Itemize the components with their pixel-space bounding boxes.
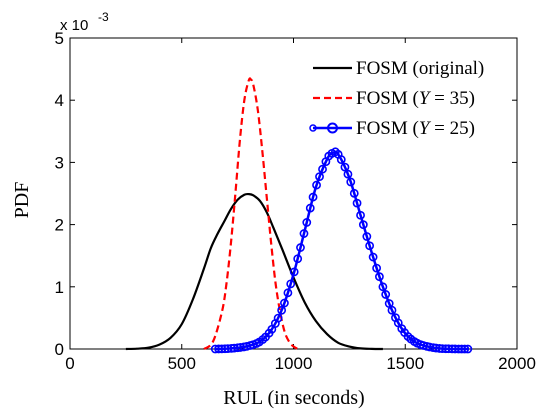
series-marker <box>340 162 350 172</box>
x-tick-label: 500 <box>168 354 196 373</box>
series-marker <box>273 313 283 323</box>
x-axis-label: RUL (in seconds) <box>223 387 364 409</box>
series-marker <box>236 343 245 352</box>
series-2 <box>210 147 473 354</box>
series-marker <box>283 288 293 298</box>
series-marker <box>356 210 365 220</box>
y-multiplier-base: x 10 <box>60 17 88 34</box>
series-marker <box>437 344 447 354</box>
series-marker <box>365 241 375 251</box>
series-marker <box>308 192 318 202</box>
x-tick-label: 1500 <box>386 354 424 373</box>
series-marker <box>299 229 309 238</box>
series-marker <box>463 344 473 354</box>
series-line <box>215 150 468 351</box>
series-marker <box>352 198 362 208</box>
y-tick-label: 0 <box>55 340 64 359</box>
series-marker <box>441 344 451 354</box>
series-marker <box>387 305 397 315</box>
y-multiplier-exponent: -3 <box>98 10 109 24</box>
series-marker <box>280 298 289 308</box>
series-marker <box>368 252 378 262</box>
series-marker <box>296 243 305 252</box>
series-marker <box>318 164 327 174</box>
series-marker <box>277 305 287 315</box>
series-marker <box>381 290 391 299</box>
series-marker <box>346 177 356 187</box>
y-tick-label: 3 <box>55 153 64 172</box>
y-tick-label: 5 <box>55 29 64 48</box>
series-marker <box>343 169 353 179</box>
series-marker <box>336 155 346 164</box>
y-multiplier: x 10 -3 <box>60 10 109 34</box>
series-marker <box>220 344 230 354</box>
series-marker <box>454 344 464 354</box>
plot-area: 0 500 1000 1500 2000 0 1 2 3 4 5 <box>55 29 536 373</box>
series-0 <box>125 192 383 351</box>
series-line <box>125 192 383 351</box>
y-tick-label: 2 <box>55 216 64 235</box>
y-tick-label: 1 <box>55 278 64 297</box>
legend-marker <box>327 122 338 134</box>
series-marker <box>378 282 388 292</box>
legend: FOSM (original) FOSM (Y = 35) FOSM (Y = 25… <box>309 58 484 139</box>
legend-label: FOSM (Y = 25) <box>356 118 475 139</box>
y-axis-label: PDF <box>11 182 33 219</box>
axes-frame <box>69 37 518 350</box>
series-marker <box>315 172 324 182</box>
series-marker <box>435 344 444 353</box>
series-marker <box>431 343 441 353</box>
series-marker <box>460 344 470 354</box>
series-marker <box>223 344 233 354</box>
legend-label: FOSM (Y = 35) <box>356 88 475 109</box>
y-tick-label: 4 <box>55 91 64 110</box>
x-tick-label: 2000 <box>498 354 536 373</box>
series-marker <box>362 232 372 241</box>
series-marker <box>375 272 384 282</box>
series-marker <box>289 267 299 277</box>
series-marker <box>312 180 321 190</box>
series-marker <box>214 344 224 354</box>
legend-label: FOSM (original) <box>356 58 484 79</box>
series-marker <box>229 343 239 353</box>
series-marker <box>293 254 303 264</box>
x-tick-label: 0 <box>65 354 74 373</box>
series-marker <box>217 344 227 354</box>
series-line <box>203 77 299 350</box>
series-marker <box>457 344 467 354</box>
series-marker <box>349 188 359 198</box>
x-tick-label: 1000 <box>275 354 313 373</box>
series-marker <box>358 220 368 230</box>
series-marker <box>302 218 312 227</box>
series-marker <box>372 263 382 273</box>
legend-marker <box>309 124 317 132</box>
series-marker <box>286 279 296 289</box>
series-1 <box>203 77 299 350</box>
series-marker <box>305 203 315 213</box>
